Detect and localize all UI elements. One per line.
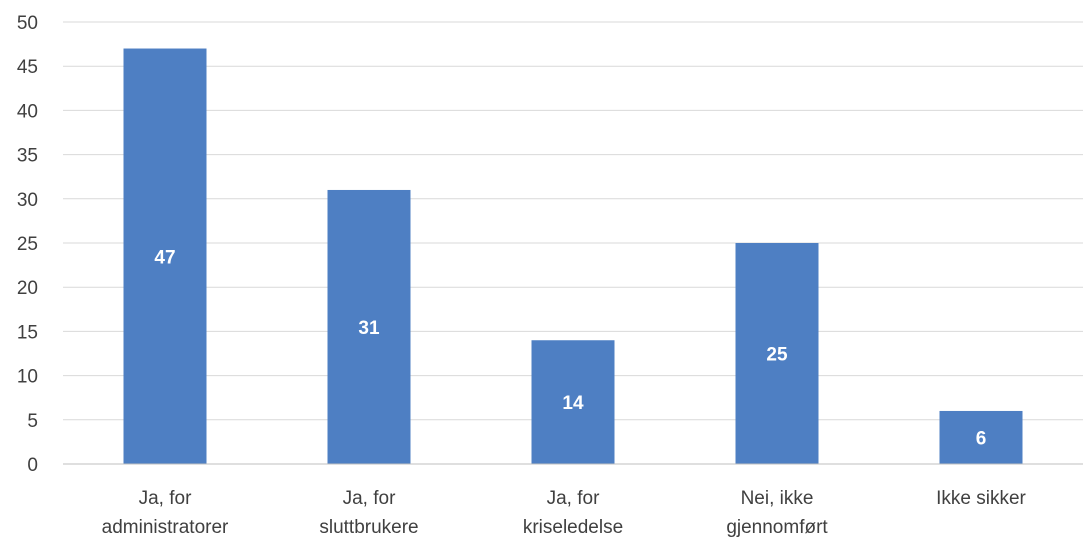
gridlines: [63, 21, 1083, 421]
bar-data-label: 14: [562, 393, 584, 414]
y-tick-label: 20: [17, 278, 38, 299]
x-category-label: administratorer: [102, 517, 229, 538]
x-category-label: kriseledelse: [523, 517, 623, 538]
bar: [123, 48, 207, 465]
x-category-label: gjennomført: [726, 517, 828, 538]
bar: [939, 410, 1023, 464]
y-tick-label: 10: [17, 367, 38, 388]
bar-data-label: 25: [766, 345, 788, 366]
y-axis-ticks: 0 5 10 15 20 25 30 35 40 45 50: [17, 13, 38, 476]
bars: [123, 48, 1023, 465]
y-tick-label: 50: [17, 13, 38, 34]
x-category-label: Ja, for: [343, 488, 396, 509]
y-tick-label: 15: [17, 322, 38, 343]
y-tick-label: 0: [27, 455, 38, 476]
y-tick-label: 35: [17, 146, 38, 167]
bar-data-label: 47: [154, 247, 175, 268]
bar: [735, 243, 819, 464]
y-tick-label: 40: [17, 101, 38, 122]
x-category-label: sluttbrukere: [319, 517, 418, 538]
x-axis-categories: Ja, for administratorer Ja, for sluttbruker…: [102, 488, 1027, 538]
bar: [531, 340, 615, 464]
y-tick-label: 25: [17, 234, 38, 255]
bar-data-label: 31: [358, 318, 380, 339]
x-category-label: Ikke sikker: [936, 488, 1026, 509]
data-labels: 47 31 14 25 6: [154, 247, 986, 449]
bar-data-label: 6: [976, 428, 987, 449]
bar: [327, 189, 411, 464]
x-category-label: Ja, for: [547, 488, 600, 509]
x-category-label: Nei, ikke: [741, 488, 814, 509]
y-tick-label: 5: [27, 411, 38, 432]
y-tick-label: 45: [17, 57, 38, 78]
y-tick-label: 30: [17, 190, 38, 211]
x-category-label: Ja, for: [139, 488, 192, 509]
